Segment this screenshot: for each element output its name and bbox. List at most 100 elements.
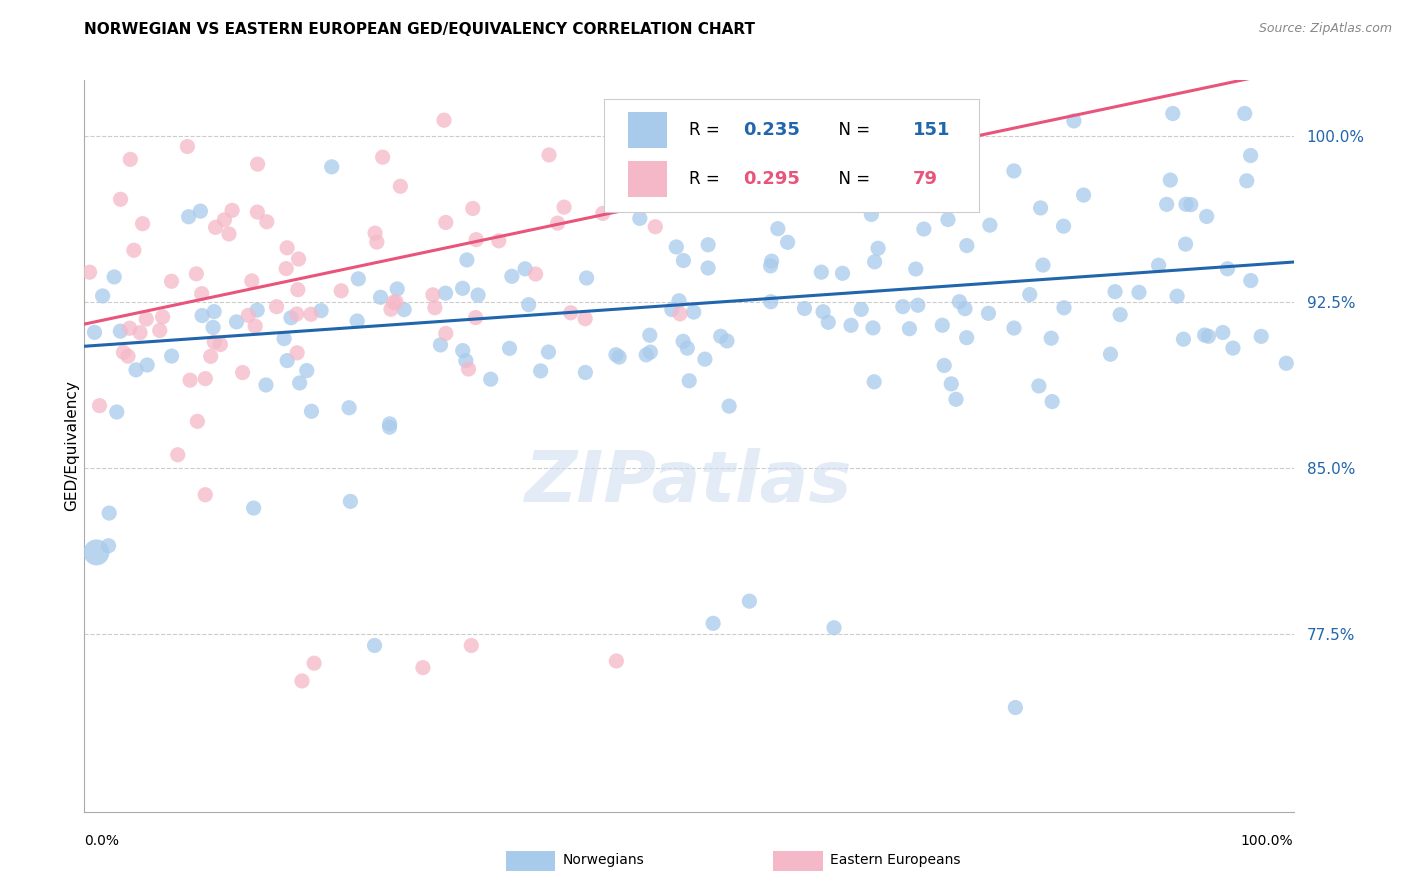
Point — [672, 253, 695, 268]
Point — [811, 304, 834, 318]
Point — [91, 289, 114, 303]
Point — [194, 371, 217, 385]
Point — [125, 363, 148, 377]
Point — [718, 399, 741, 413]
Point — [98, 506, 121, 520]
Point — [337, 401, 360, 415]
Point — [110, 192, 132, 206]
Point — [1073, 188, 1095, 202]
Point — [221, 203, 243, 218]
Point — [118, 321, 141, 335]
Point — [103, 269, 125, 284]
Point — [575, 271, 598, 285]
Point — [851, 302, 873, 317]
Point — [956, 331, 979, 345]
Point — [1128, 285, 1150, 300]
Text: R =: R = — [689, 170, 725, 188]
Text: 100.0%: 100.0% — [1241, 834, 1294, 848]
Point — [254, 378, 277, 392]
Bar — [628, 161, 668, 197]
Point — [287, 252, 309, 266]
Point — [301, 404, 323, 418]
Point — [330, 284, 353, 298]
Point — [149, 323, 172, 337]
Point — [177, 210, 200, 224]
Point — [83, 326, 105, 340]
Point — [1018, 287, 1040, 301]
Point — [218, 227, 240, 241]
Point — [285, 307, 308, 321]
Text: 0.0%: 0.0% — [84, 834, 120, 848]
Point — [766, 221, 789, 235]
Point — [1250, 329, 1272, 343]
Point — [461, 202, 484, 216]
Text: NORWEGIAN VS EASTERN EUROPEAN GED/EQUIVALENCY CORRELATION CHART: NORWEGIAN VS EASTERN EUROPEAN GED/EQUIVA… — [84, 22, 755, 37]
Point — [276, 353, 298, 368]
Point — [389, 179, 412, 194]
Point — [498, 342, 520, 356]
Point — [245, 319, 267, 334]
Point — [640, 345, 662, 359]
Point — [451, 343, 474, 358]
Point — [1104, 285, 1126, 299]
Point — [697, 260, 720, 275]
Point — [112, 345, 135, 359]
Point — [240, 274, 263, 288]
Point — [810, 265, 832, 279]
Point — [891, 300, 914, 314]
Point — [479, 372, 502, 386]
Point — [644, 219, 666, 234]
Point — [823, 621, 845, 635]
Point — [79, 265, 101, 279]
Point — [560, 306, 582, 320]
Point — [1004, 700, 1026, 714]
Point — [488, 234, 510, 248]
Point — [129, 326, 152, 340]
Point — [759, 259, 782, 273]
Point — [86, 545, 108, 559]
Point — [1173, 332, 1195, 346]
Point — [1159, 173, 1181, 187]
Point — [953, 301, 976, 316]
Point — [592, 206, 614, 220]
Point — [1239, 148, 1261, 162]
Point — [346, 314, 368, 328]
Point — [363, 639, 385, 653]
Point — [761, 254, 783, 268]
Point — [517, 298, 540, 312]
Point — [605, 348, 627, 362]
Point — [776, 235, 799, 250]
Text: Source: ZipAtlas.com: Source: ZipAtlas.com — [1258, 22, 1392, 36]
Point — [202, 335, 225, 350]
Point — [422, 288, 444, 302]
Point — [135, 312, 157, 326]
Point — [1040, 331, 1063, 345]
Point — [160, 349, 183, 363]
Point — [1166, 289, 1188, 303]
Point — [186, 267, 208, 281]
Point — [665, 240, 688, 254]
Point — [530, 364, 553, 378]
Point — [200, 349, 222, 363]
Point — [464, 310, 486, 325]
Point — [898, 322, 921, 336]
Point — [945, 392, 967, 407]
Point — [299, 307, 322, 321]
Point — [191, 309, 214, 323]
Point — [934, 359, 956, 373]
Point — [152, 310, 174, 324]
Point — [1194, 328, 1216, 343]
Point — [1275, 356, 1298, 370]
Point — [186, 414, 208, 428]
Point — [131, 217, 153, 231]
FancyBboxPatch shape — [605, 99, 979, 212]
Point — [941, 376, 963, 391]
Point — [794, 182, 817, 196]
Point — [1180, 197, 1202, 211]
Point — [380, 302, 402, 317]
Point — [291, 673, 314, 688]
Point — [863, 375, 886, 389]
Point — [364, 226, 387, 240]
Point — [339, 494, 361, 508]
Point — [378, 420, 401, 434]
